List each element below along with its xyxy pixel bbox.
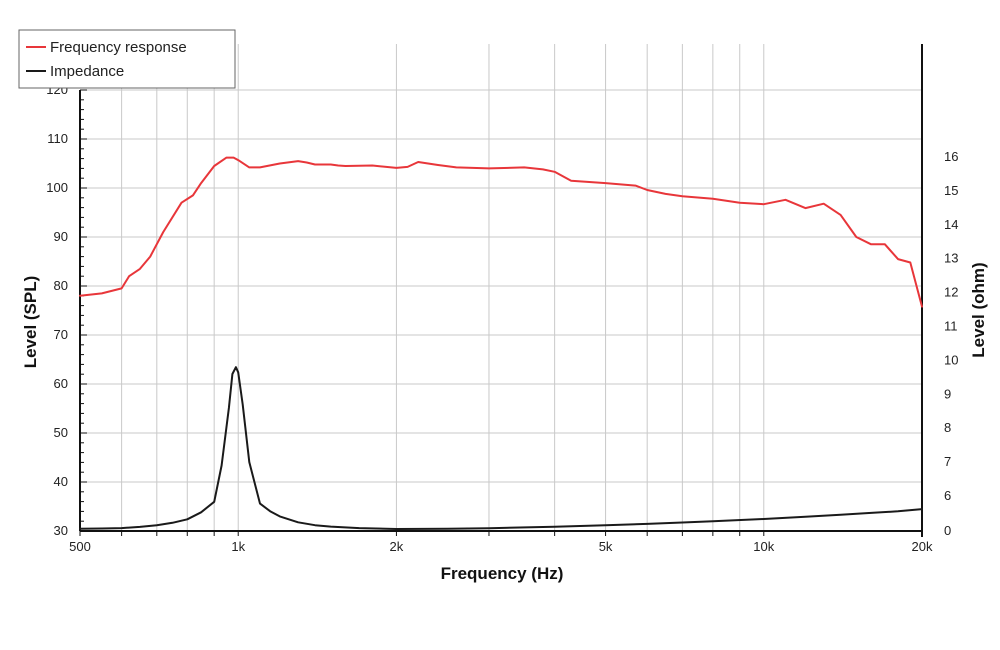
y-left-tick-label: 70 <box>54 327 68 342</box>
grid-lines <box>80 44 922 532</box>
y-right-tick-label: 11 <box>944 319 958 334</box>
impedance-line <box>79 366 923 530</box>
axes <box>79 44 923 537</box>
legend-label-frequency-response: Frequency response <box>50 39 187 56</box>
y-left-tick-label: 100 <box>46 180 68 195</box>
legend-label-impedance: Impedance <box>50 63 124 80</box>
y-right-tick-label: 16 <box>944 149 958 164</box>
y-right-tick-label: 8 <box>944 420 951 435</box>
y-left-tick-label: 90 <box>54 229 68 244</box>
y-right-tick-label: 7 <box>944 454 951 469</box>
x-tick-label: 10k <box>753 539 774 554</box>
legend: Frequency response Impedance <box>18 29 236 89</box>
y-right-tick-label: 9 <box>944 386 951 401</box>
y-right-tick-label: 6 <box>944 488 951 503</box>
y-left-axis-title: Level (SPL) <box>21 276 40 369</box>
y-right-tick-label: 15 <box>944 183 958 198</box>
x-tick-label: 2k <box>390 539 404 554</box>
x-tick-label: 1k <box>231 539 245 554</box>
frequency-response-line <box>79 156 923 308</box>
x-axis-title: Frequency (Hz) <box>441 564 564 583</box>
x-tick-labels: 500 1k 2k 5k 10k 20k <box>69 539 933 554</box>
x-tick-label: 500 <box>69 539 91 554</box>
y-right-axis-title: Level (ohm) <box>969 262 988 357</box>
y-right-tick-label: 14 <box>944 217 958 232</box>
y-left-tick-label: 30 <box>54 523 68 538</box>
legend-box <box>18 29 236 89</box>
y-right-tick-label: 12 <box>944 285 958 300</box>
series-lines <box>79 156 923 530</box>
x-tick-label: 20k <box>912 539 933 554</box>
y-left-tick-label: 80 <box>54 278 68 293</box>
y-right-tick-labels: 0 6 7 8 9 10 11 12 13 14 15 16 <box>944 149 958 538</box>
y-right-tick-label: 13 <box>944 251 958 266</box>
y-right-tick-label: 0 <box>944 523 951 538</box>
y-left-tick-label: 40 <box>54 474 68 489</box>
y-left-tick-label: 60 <box>54 376 68 391</box>
y-left-tick-label: 50 <box>54 425 68 440</box>
y-left-tick-label: 110 <box>47 131 68 146</box>
y-right-tick-label: 10 <box>944 352 958 367</box>
x-tick-label: 5k <box>599 539 613 554</box>
